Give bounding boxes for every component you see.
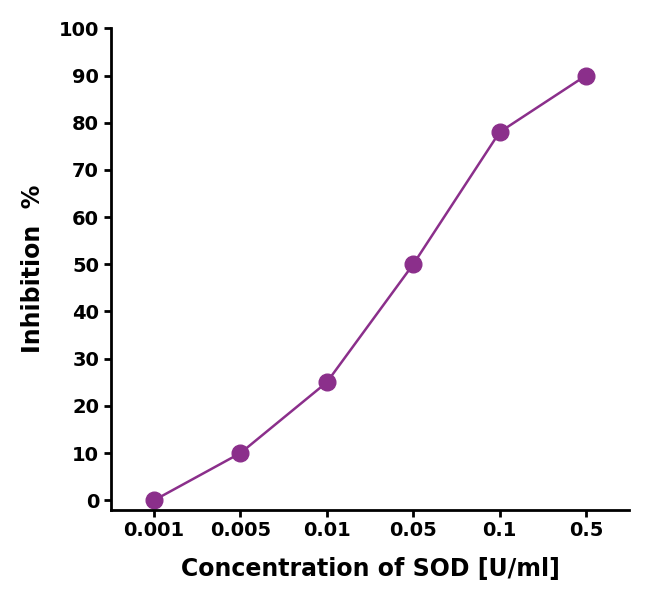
X-axis label: Concentration of SOD [U/ml]: Concentration of SOD [U/ml] <box>181 557 560 581</box>
Y-axis label: Inhibition  %: Inhibition % <box>21 185 45 353</box>
